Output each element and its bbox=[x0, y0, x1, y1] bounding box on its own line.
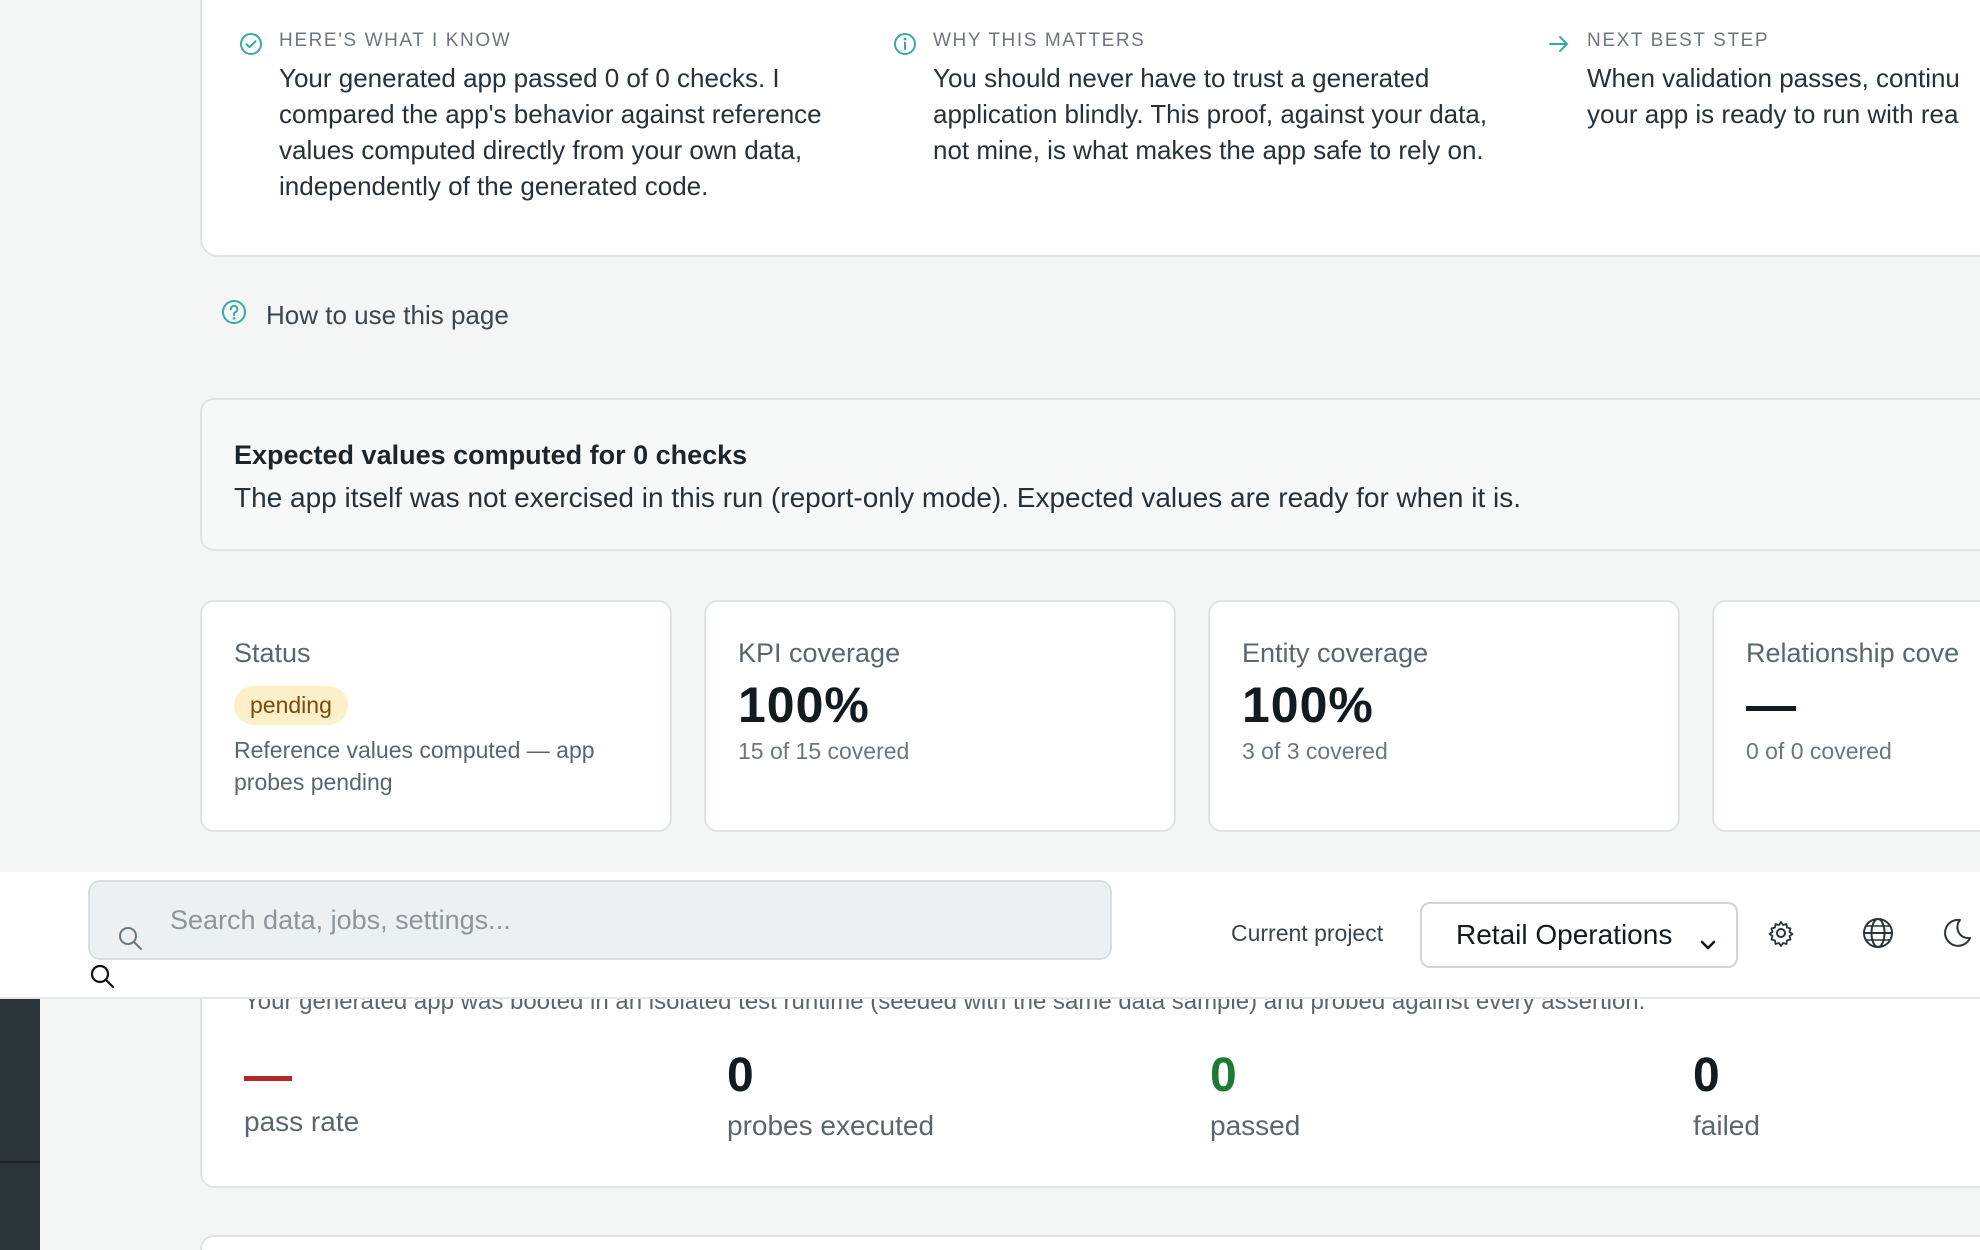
status-label: Status bbox=[234, 638, 311, 668]
how-to-use-label: How to use this page bbox=[266, 300, 509, 330]
kpi-coverage-sub: 15 of 15 covered bbox=[738, 738, 910, 764]
failed-label: failed bbox=[1693, 1110, 1760, 1141]
pass-rate-label: pass rate bbox=[244, 1106, 360, 1137]
kpi-coverage-label: KPI coverage bbox=[738, 638, 901, 668]
next-best-step-text: When validation passes, continu your app… bbox=[1587, 60, 1980, 132]
kpi-coverage-value: 100% bbox=[738, 677, 870, 733]
expected-values-description: The app itself was not exercised in this… bbox=[234, 482, 1522, 513]
passed-stat: 0 passed bbox=[1210, 1048, 1300, 1142]
expected-values-banner: Expected values computed for 0 checks Th… bbox=[200, 398, 1980, 551]
entity-coverage-card: Entity coverage 100% 3 of 3 covered bbox=[1208, 600, 1680, 832]
probes-executed-stat: 0 probes executed bbox=[727, 1048, 934, 1142]
expected-values-title: Expected values computed for 0 checks bbox=[234, 440, 748, 470]
failed-value: 0 bbox=[1693, 1049, 1720, 1102]
project-select[interactable]: Retail Operations bbox=[1420, 902, 1738, 968]
why-this-matters-heading: WHY THIS MATTERS bbox=[933, 30, 1146, 51]
sidebar-divider bbox=[0, 1161, 40, 1163]
relationship-coverage-sub: 0 of 0 covered bbox=[1746, 738, 1892, 764]
what-i-know-text: Your generated app passed 0 of 0 checks.… bbox=[279, 63, 822, 201]
info-icon bbox=[891, 30, 919, 58]
moon-icon[interactable] bbox=[1938, 916, 1972, 955]
search-icon[interactable] bbox=[88, 962, 116, 995]
passed-label: passed bbox=[1210, 1110, 1301, 1141]
check-circle-icon bbox=[237, 30, 265, 58]
entity-coverage-sub: 3 of 3 covered bbox=[1242, 738, 1388, 764]
summary-card: HERE'S WHAT I KNOW Your generated app pa… bbox=[200, 0, 1980, 257]
passed-value: 0 bbox=[1210, 1049, 1237, 1102]
sidebar-edge bbox=[0, 999, 40, 1250]
project-select-value: Retail Operations bbox=[1456, 919, 1673, 950]
top-toolbar: Current project Retail Operations bbox=[0, 872, 1980, 999]
current-project-label: Current project bbox=[1231, 920, 1384, 946]
next-best-step-heading: NEXT BEST STEP bbox=[1587, 30, 1770, 51]
status-badge: pending bbox=[234, 686, 348, 725]
globe-icon[interactable] bbox=[1861, 916, 1895, 955]
relationship-coverage-label: Relationship cove bbox=[1746, 638, 1960, 668]
what-i-know-heading: HERE'S WHAT I KNOW bbox=[279, 30, 512, 51]
next-best-step-line-1: When validation passes, continu bbox=[1587, 63, 1960, 93]
failed-stat: 0 failed bbox=[1693, 1048, 1760, 1142]
arrow-right-icon bbox=[1545, 30, 1573, 58]
relationship-coverage-card: Relationship cove — 0 of 0 covered bbox=[1712, 600, 1980, 832]
relationship-coverage-value: — bbox=[1746, 677, 1797, 733]
search-icon bbox=[116, 924, 144, 957]
global-search[interactable] bbox=[88, 880, 1112, 960]
next-section-card bbox=[200, 1235, 1980, 1250]
status-card: Status pending Reference values computed… bbox=[200, 600, 672, 832]
probes-executed-value: 0 bbox=[727, 1049, 754, 1102]
pass-rate-stat: pass rate bbox=[244, 1048, 359, 1138]
why-this-matters-text: You should never have to trust a generat… bbox=[933, 63, 1488, 165]
status-note: Reference values computed — app probes p… bbox=[234, 737, 595, 795]
gear-icon[interactable] bbox=[1766, 918, 1796, 953]
entity-coverage-value: 100% bbox=[1242, 677, 1374, 733]
pass-rate-value bbox=[244, 1076, 292, 1081]
chevron-down-icon bbox=[1698, 928, 1718, 960]
kpi-coverage-card: KPI coverage 100% 15 of 15 covered bbox=[704, 600, 1176, 832]
entity-coverage-label: Entity coverage bbox=[1242, 638, 1429, 668]
probes-executed-label: probes executed bbox=[727, 1110, 935, 1141]
help-circle-icon bbox=[220, 298, 248, 333]
search-input[interactable] bbox=[170, 900, 1070, 940]
next-best-step-line-2: your app is ready to run with rea bbox=[1587, 99, 1959, 129]
how-to-use-link[interactable]: How to use this page bbox=[220, 298, 509, 333]
